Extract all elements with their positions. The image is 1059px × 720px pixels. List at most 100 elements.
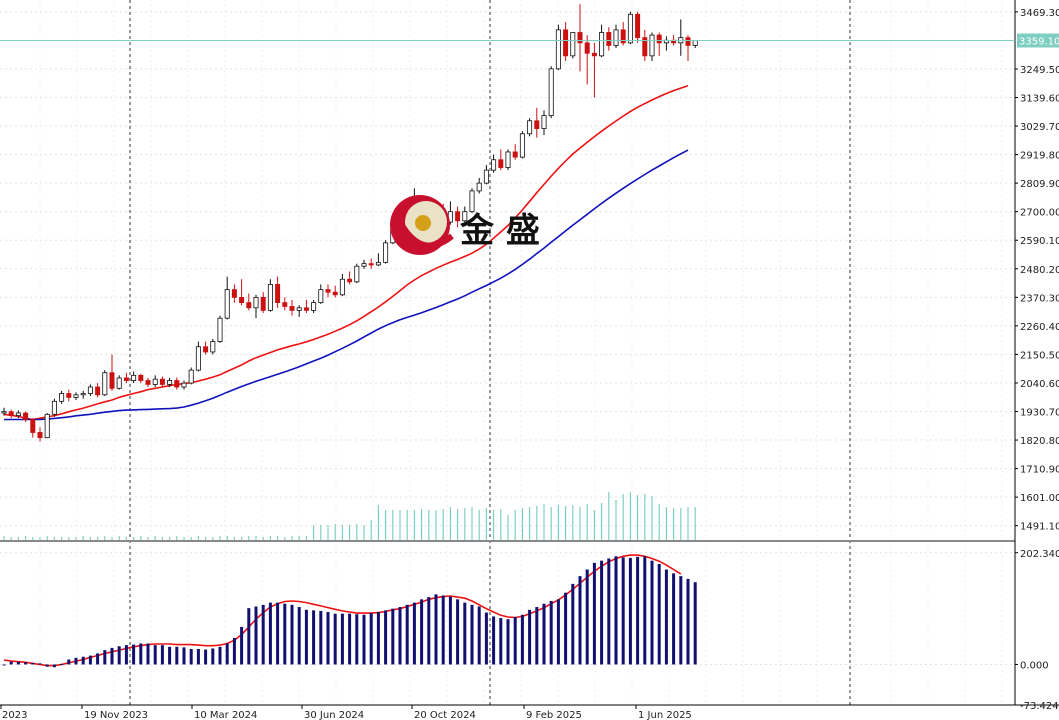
- macd-bar: [261, 604, 265, 665]
- candle: [260, 292, 266, 313]
- volume-bar: [104, 536, 106, 540]
- candle-body: [649, 34, 655, 57]
- volume-bar: [248, 536, 250, 540]
- volume-bar: [471, 507, 473, 540]
- volume-bar: [125, 537, 127, 540]
- candle-body: [375, 261, 381, 266]
- volume-bar: [665, 507, 667, 540]
- macd-bar: [506, 619, 510, 665]
- candle-body: [627, 13, 633, 44]
- macd-bar: [484, 612, 488, 665]
- candle-body: [505, 151, 511, 168]
- candles: [1, 3, 698, 442]
- candle: [80, 390, 86, 399]
- panel-separator: [0, 540, 1015, 542]
- candle-body: [606, 32, 612, 46]
- candle-body: [195, 346, 201, 371]
- candle: [195, 341, 201, 372]
- candle: [318, 284, 324, 304]
- y-tick-label: 2919.80: [1020, 151, 1059, 162]
- candle: [138, 374, 144, 384]
- candle: [491, 154, 497, 173]
- macd-bar: [398, 607, 402, 665]
- macd-bar: [225, 643, 229, 665]
- candle: [606, 27, 612, 51]
- volume-bar: [385, 510, 387, 540]
- candle: [361, 259, 367, 269]
- y-tick-label: 2260.40: [1020, 322, 1059, 333]
- macd-bar: [31, 662, 35, 665]
- candle-body: [347, 278, 353, 283]
- macd-bar: [434, 594, 438, 665]
- candle-body: [368, 263, 374, 266]
- macd-bar: [362, 614, 366, 665]
- candle: [51, 398, 57, 417]
- macd-bar: [391, 608, 395, 665]
- volume-bar: [457, 509, 459, 540]
- candle-body: [354, 265, 360, 283]
- candle-body: [174, 380, 180, 388]
- candle-body: [131, 374, 137, 381]
- candle-body: [685, 37, 691, 46]
- macd-bar: [672, 573, 676, 665]
- candle: [541, 110, 547, 136]
- candle-body: [253, 297, 259, 309]
- macd-bar: [376, 612, 380, 665]
- candle-body: [548, 68, 554, 116]
- macd-bar: [110, 647, 114, 665]
- volume-bar: [413, 510, 415, 540]
- macd-bar: [441, 595, 445, 665]
- macd-bar: [196, 649, 200, 665]
- candle: [44, 412, 50, 439]
- current-price-label: 3359.10: [1019, 36, 1059, 47]
- candle: [95, 383, 101, 398]
- volume-bar: [320, 525, 322, 540]
- candle-body: [15, 412, 21, 416]
- volume-bar: [25, 536, 27, 540]
- volume-bar: [658, 504, 660, 540]
- candle-body: [311, 302, 317, 311]
- volume-bar: [680, 508, 682, 540]
- volume-bar: [550, 507, 552, 540]
- candle: [231, 284, 237, 303]
- volume-bar: [586, 504, 588, 540]
- volume-bar: [161, 537, 163, 540]
- volume-bar: [226, 536, 228, 540]
- y-tick-label: 3139.60: [1020, 94, 1059, 105]
- price-axis: 3469.30 3249.50 3139.60 3029.70 2919.80 2809.…: [1015, 8, 1059, 712]
- macd-bar: [571, 583, 575, 665]
- macd-y-tick-label: 202.340: [1020, 549, 1059, 560]
- candle: [368, 258, 374, 269]
- volume-bar: [190, 537, 192, 540]
- candle-body: [296, 307, 302, 311]
- volume-bar: [370, 520, 372, 540]
- macd-bar: [614, 556, 618, 665]
- candle-body: [37, 432, 43, 439]
- candle-body: [188, 369, 194, 384]
- volume-bar: [241, 537, 243, 540]
- candle-body: [303, 307, 309, 311]
- candle-body: [145, 380, 151, 385]
- candle: [109, 354, 115, 391]
- macd-bar: [96, 653, 100, 665]
- candle-body: [267, 284, 273, 311]
- candle-body: [210, 341, 216, 353]
- candle: [570, 32, 576, 59]
- volume-bar: [133, 537, 135, 540]
- candle-body: [599, 32, 605, 57]
- volume-bar: [601, 503, 603, 540]
- macd-bar: [405, 604, 409, 665]
- volume-bar: [543, 504, 545, 540]
- candle: [692, 40, 698, 49]
- volume-bar: [464, 508, 466, 540]
- macd-bar: [297, 607, 301, 665]
- logo-text: 金 盛: [459, 211, 540, 251]
- volume-bar: [356, 524, 358, 540]
- candle-body: [116, 377, 122, 389]
- macd-bar: [549, 600, 553, 665]
- macd-bar: [283, 603, 287, 665]
- macd-bar: [38, 663, 42, 665]
- macd-bar: [513, 616, 517, 665]
- candle: [663, 36, 669, 51]
